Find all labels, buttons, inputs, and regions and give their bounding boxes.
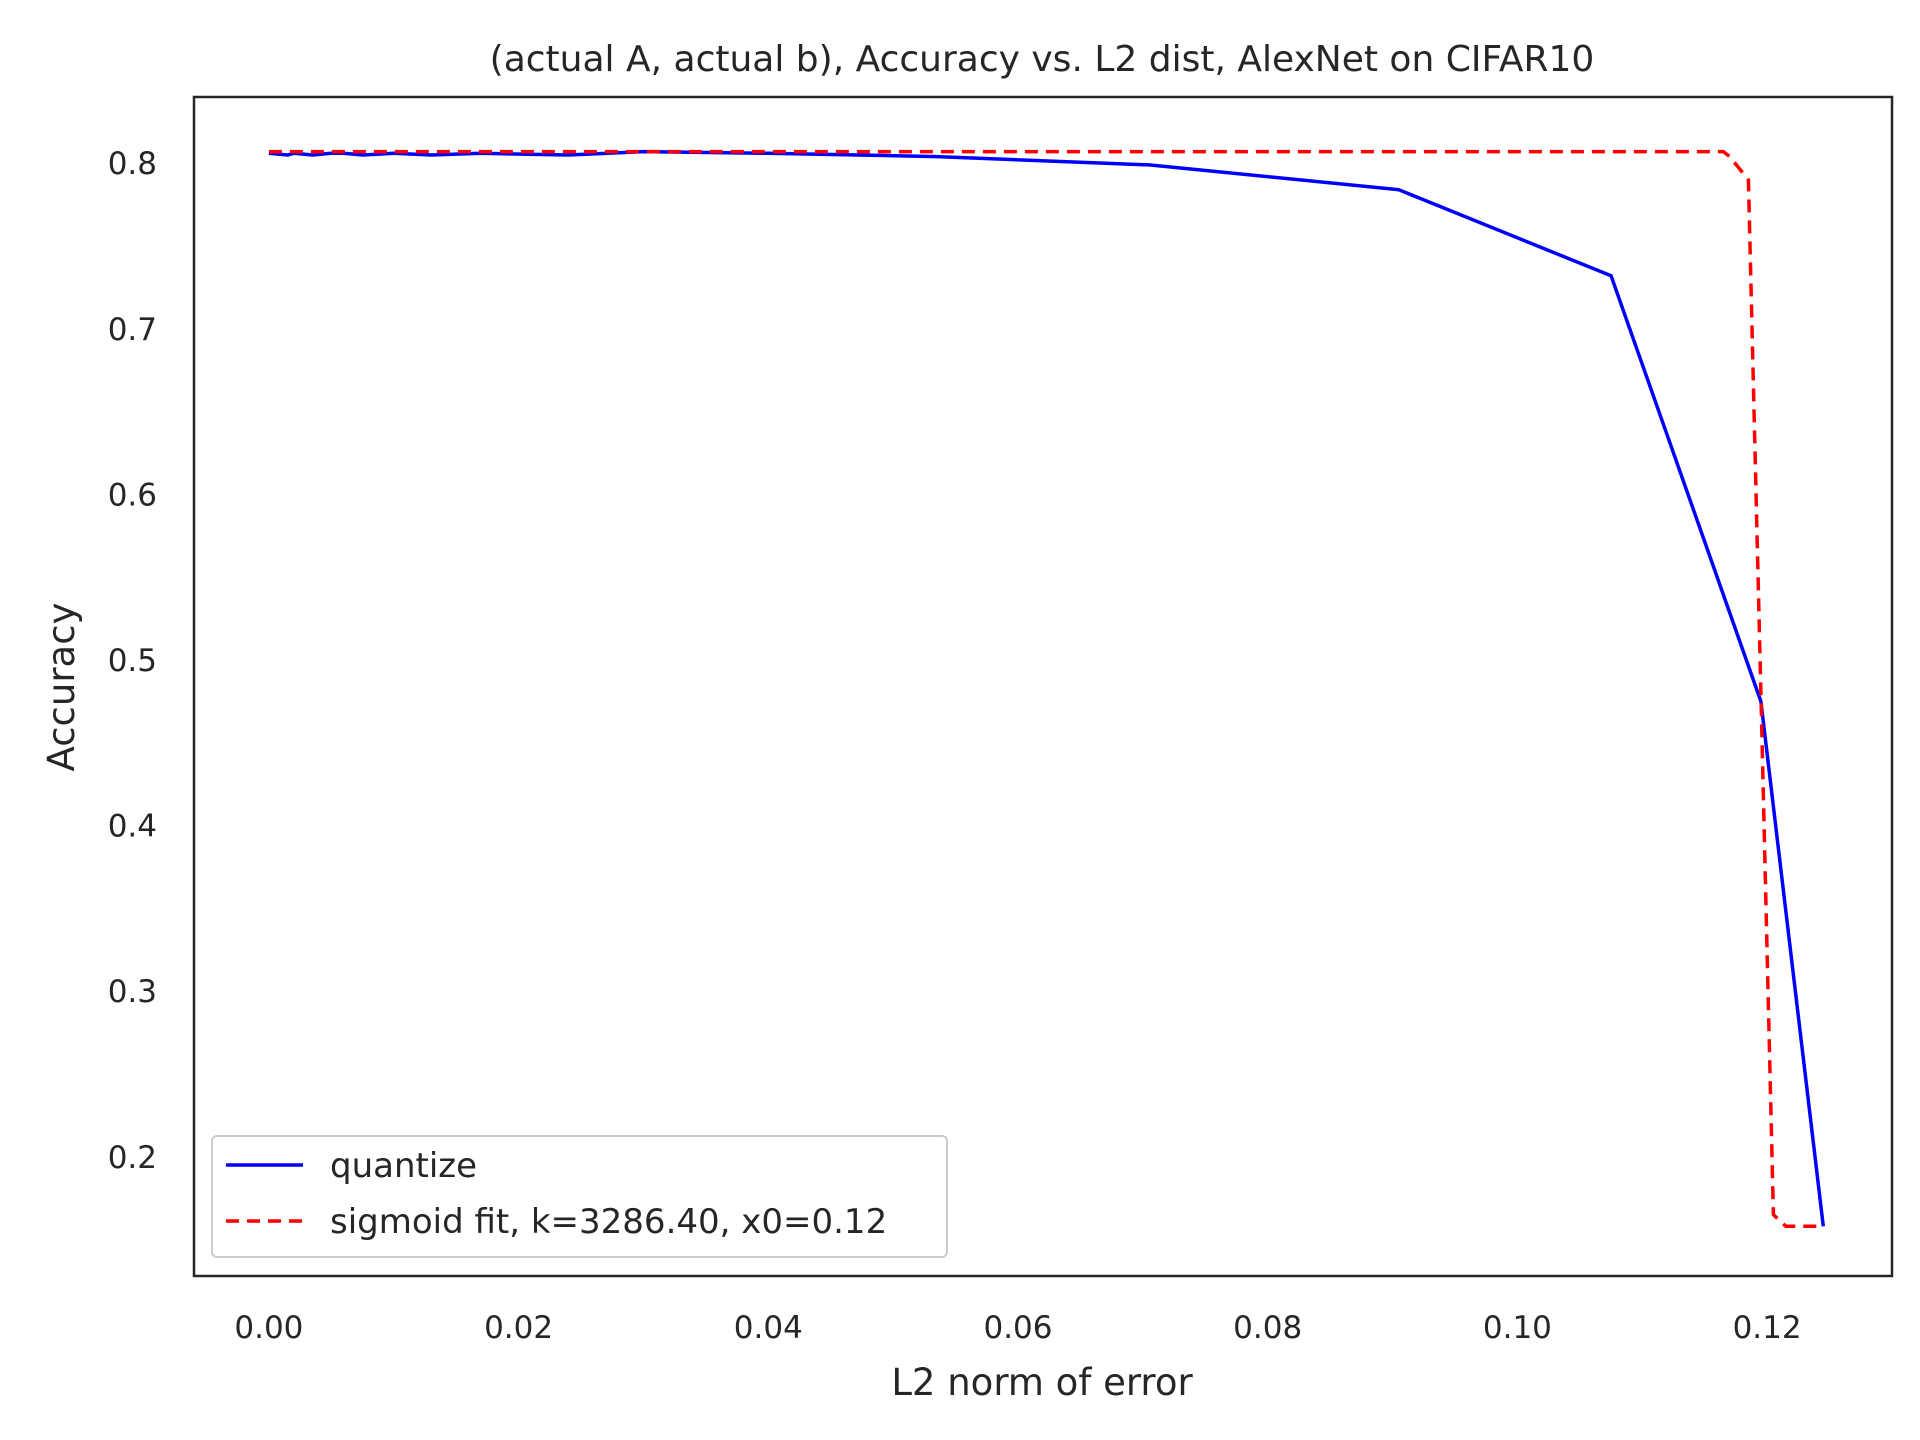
x-axis-ticks: 0.00 0.02 0.04 0.06 0.08 0.10 0.12	[234, 1310, 1801, 1346]
y-axis-label: Accuracy	[40, 603, 83, 772]
legend-box	[211, 1135, 948, 1258]
x-tick-label: 0.06	[983, 1310, 1052, 1346]
y-tick-label: 0.4	[108, 809, 157, 845]
y-tick-label: 0.5	[108, 643, 157, 679]
plot-data-group	[268, 149, 1826, 1229]
x-tick-label: 0.02	[484, 1310, 553, 1346]
y-tick-label: 0.3	[108, 974, 157, 1010]
y-tick-label: 0.6	[108, 477, 157, 513]
legend-quantize-label: quantize	[330, 1146, 477, 1186]
legend: quantize sigmoid fit, k=3286.40, x0=0.12	[211, 1135, 948, 1258]
legend-sigmoid-label: sigmoid fit, k=3286.40, x0=0.12	[330, 1202, 887, 1242]
y-axis-ticks: 0.2 0.3 0.4 0.5 0.6 0.7 0.8	[108, 146, 157, 1176]
y-tick-label: 0.2	[108, 1140, 157, 1176]
x-tick-label: 0.12	[1733, 1310, 1802, 1346]
x-axis-label: L2 norm of error	[891, 1361, 1193, 1404]
series-line-1	[268, 149, 1824, 1229]
plot-frame	[192, 95, 1894, 1278]
x-tick-label: 0.00	[234, 1310, 303, 1346]
y-tick-label: 0.8	[108, 146, 157, 182]
chart-title: (actual A, actual b), Accuracy vs. L2 di…	[490, 39, 1595, 80]
x-tick-label: 0.04	[734, 1310, 803, 1346]
x-tick-label: 0.10	[1483, 1310, 1552, 1346]
x-tick-label: 0.08	[1233, 1310, 1302, 1346]
y-tick-label: 0.7	[108, 312, 157, 348]
